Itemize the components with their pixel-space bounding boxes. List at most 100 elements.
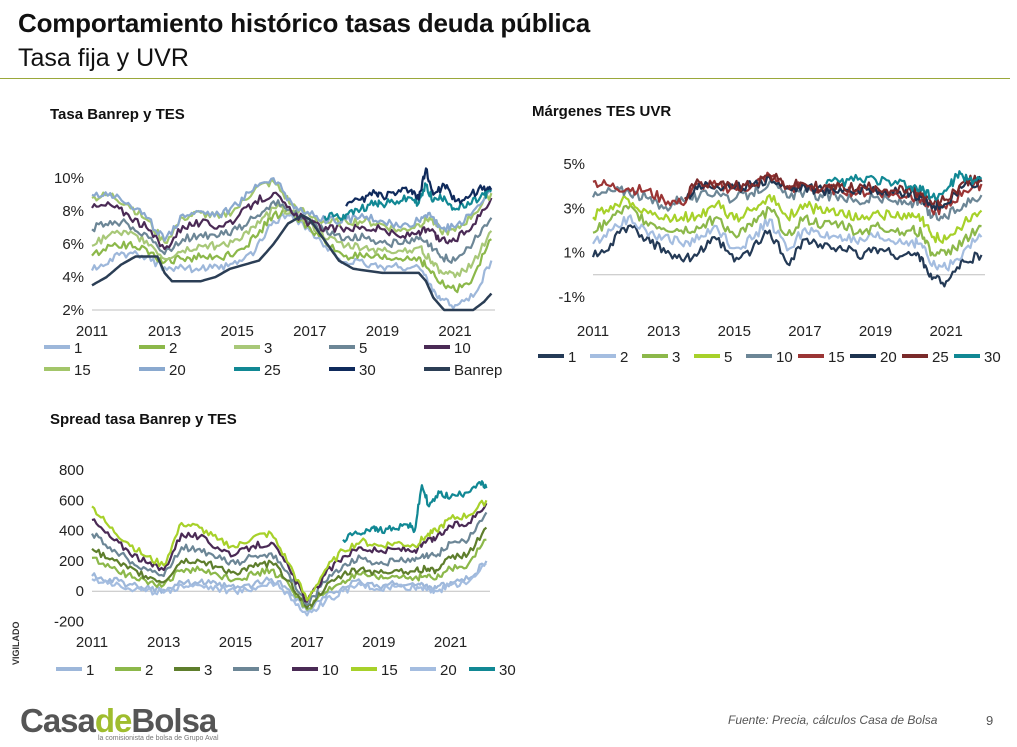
logo-tagline: la comisionista de bolsa de Grupo Aval [98, 735, 219, 742]
y-tick-label: 4% [62, 269, 84, 286]
y-tick-label: 10% [54, 170, 84, 187]
legend-label: 10 [454, 340, 471, 357]
legend-label: 5 [724, 349, 732, 366]
legend-label: 10 [322, 662, 339, 679]
series-line-2 [592, 214, 983, 272]
chart-title: Spread tasa Banrep y TES [50, 411, 237, 428]
source-note: Fuente: Precia, cálculos Casa de Bolsa [728, 713, 938, 727]
legend-label: 20 [169, 362, 186, 379]
x-tick-label: 2015 [718, 323, 751, 340]
x-tick-label: 2011 [76, 323, 108, 340]
y-tick-label: 2% [62, 302, 84, 319]
x-tick-label: 2021 [438, 323, 471, 340]
series-line-5 [592, 194, 983, 244]
series-line-30 [345, 167, 493, 207]
series-line-1 [591, 224, 983, 288]
legend-label: 10 [776, 349, 793, 366]
logo-wordmark-part: Casa [20, 702, 96, 739]
series-line-5 [91, 199, 493, 264]
legend-label: 5 [263, 662, 271, 679]
legend-label: 30 [984, 349, 1001, 366]
legend-label: 15 [381, 662, 398, 679]
legend-label: Banrep [454, 362, 502, 379]
chart-tasa-banrep-tes: Tasa Banrep y TES 2% 4% 6% 8% 10% 2011 2013 201… [30, 100, 520, 390]
supervision-stamp-text: VIGILADO [11, 621, 21, 665]
x-tick-label: 2011 [577, 323, 609, 340]
legend-label: 20 [440, 662, 457, 679]
legend-label: 1 [86, 662, 94, 679]
header-divider [0, 78, 1010, 79]
y-tick-label: 3% [563, 200, 585, 217]
legend-label: 25 [264, 362, 281, 379]
chart-title: Márgenes TES UVR [532, 103, 672, 120]
series-line-25 [683, 172, 983, 207]
logo-wordmark-part: de [94, 702, 133, 739]
x-tick-label: 2017 [293, 323, 326, 340]
x-tick-label: 2015 [221, 323, 254, 340]
y-tick-label: -200 [54, 613, 84, 630]
y-tick-label: 800 [59, 462, 84, 479]
legend-label: 15 [828, 349, 845, 366]
logo-wordmark-part: Bolsa [131, 702, 217, 739]
x-tick-label: 2017 [290, 634, 323, 651]
series-line-1 [91, 560, 488, 612]
series-line-3 [592, 204, 982, 257]
legend-label: 20 [880, 349, 897, 366]
legend-label: 15 [74, 362, 91, 379]
series-line-25 [323, 182, 493, 221]
series-line-30 [342, 480, 488, 543]
supervision-stamp: VIGILADO [11, 621, 21, 665]
legend-label: 3 [204, 662, 212, 679]
x-tick-label: 2013 [647, 323, 680, 340]
legend-label: 2 [620, 349, 628, 366]
legend-label: 5 [359, 340, 367, 357]
legend-label: 30 [359, 362, 376, 379]
chart-title: Tasa Banrep y TES [50, 106, 185, 123]
y-tick-label: 6% [62, 236, 84, 253]
x-tick-label: 2013 [148, 323, 181, 340]
x-tick-label: 2011 [76, 634, 108, 651]
casadebolsa-logo: CasadeBolsa la comisionista de bolsa de … [20, 702, 248, 744]
legend-label: 2 [169, 340, 177, 357]
x-tick-label: 2015 [219, 634, 252, 651]
y-tick-label: -1% [558, 289, 585, 306]
y-tick-label: 1% [563, 245, 585, 262]
series-line-banrep [91, 214, 493, 312]
y-tick-label: 8% [62, 203, 84, 220]
series-line-15 [91, 499, 488, 602]
legend-label: 25 [932, 349, 949, 366]
series-line-10 [91, 191, 493, 251]
y-tick-label: 0 [76, 583, 84, 600]
legend-label: 2 [145, 662, 153, 679]
x-tick-label: 2021 [929, 323, 962, 340]
legend-label: 1 [568, 349, 576, 366]
y-tick-label: 200 [59, 553, 84, 570]
x-tick-label: 2019 [859, 323, 892, 340]
y-tick-label: 5% [563, 156, 585, 173]
y-tick-label: 600 [59, 492, 84, 509]
legend-label: 1 [74, 340, 82, 357]
legend-label: 3 [264, 340, 272, 357]
chart-margenes-svg: -1% 1% 3% 5% 2011 2013 2015 2017 2019 2021 1 2 3 5 10 1… [538, 156, 1001, 366]
page-number: 9 [986, 713, 994, 728]
logo-wordmark: CasadeBolsa [20, 702, 217, 740]
series-line-3 [91, 526, 488, 609]
series-line-20 [91, 177, 492, 242]
page-title: Comportamiento histórico tasas deuda púb… [18, 8, 590, 38]
x-tick-label: 2017 [788, 323, 821, 340]
x-tick-label: 2013 [147, 634, 180, 651]
chart-margenes-tes-uvr: Márgenes TES UVR -1% 1% 3% 5% 2011 2013 2015 20… [520, 100, 1010, 380]
legend-label: 30 [499, 662, 516, 679]
series-line-20 [91, 562, 487, 617]
series-line-30 [825, 170, 983, 201]
series-line-5 [91, 511, 488, 606]
chart-spread-banrep-tes: Spread tasa Banrep y TES -200 0 200 400 600 8… [30, 405, 520, 695]
legend-label: 3 [672, 349, 680, 366]
x-tick-label: 2019 [362, 634, 395, 651]
x-tick-label: 2021 [434, 634, 467, 651]
x-tick-label: 2019 [366, 323, 399, 340]
y-tick-label: 400 [59, 523, 84, 540]
series-line-20 [684, 174, 983, 211]
